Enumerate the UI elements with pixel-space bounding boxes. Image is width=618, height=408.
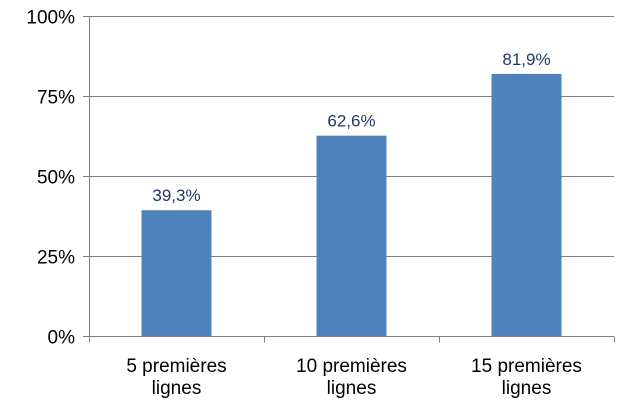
x-category-label: 5 premières <box>126 356 226 377</box>
labels: 0%25%50%75%100%39,3%5 premièreslignes62,… <box>26 8 582 400</box>
bars <box>141 73 562 337</box>
y-tick-label: 75% <box>37 88 75 109</box>
data-label: 62,6% <box>327 112 375 131</box>
bar <box>491 73 562 337</box>
x-category-label: lignes <box>152 378 202 399</box>
x-category-label: lignes <box>327 378 377 399</box>
y-tick-label: 100% <box>26 8 75 29</box>
bar <box>316 135 387 336</box>
bar <box>141 210 212 336</box>
x-category-label: lignes <box>502 378 552 399</box>
data-label: 39,3% <box>152 186 200 205</box>
y-tick-label: 0% <box>48 328 76 349</box>
axes <box>83 16 615 343</box>
data-label: 81,9% <box>502 50 550 69</box>
x-category-label: 15 premières <box>471 356 582 377</box>
y-tick-label: 50% <box>37 168 75 189</box>
y-tick-label: 25% <box>37 248 75 269</box>
x-category-label: 10 premières <box>296 356 407 377</box>
